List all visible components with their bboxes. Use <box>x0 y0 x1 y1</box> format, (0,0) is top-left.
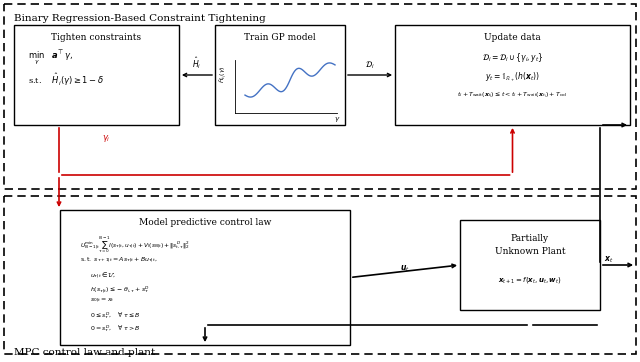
Text: $u_{\tau|t} \in \mathcal{U},$: $u_{\tau|t} \in \mathcal{U},$ <box>90 271 116 281</box>
Polygon shape <box>395 25 630 125</box>
Text: $h(s_{\tau|t}) \leq -\theta_{i,\tau} + s_\tau^D$: $h(s_{\tau|t}) \leq -\theta_{i,\tau} + s… <box>90 284 150 294</box>
Text: $\mathrm{s.t.}\; s_{\tau+1|t} = As_{\tau|t} + Bu_{\tau|t},$: $\mathrm{s.t.}\; s_{\tau+1|t} = As_{\tau… <box>80 256 157 265</box>
Text: $\mathcal{D}_i = \mathcal{D}_i \cup \{\gamma_i, y_t\}$: $\mathcal{D}_i = \mathcal{D}_i \cup \{\g… <box>482 51 543 64</box>
Text: MPC control law and plant: MPC control law and plant <box>14 348 156 357</box>
Text: $\boldsymbol{u}_t$: $\boldsymbol{u}_t$ <box>400 263 410 274</box>
Text: $U_{N-1|t}^{\min}\sum_{\tau=0}^{N-1}l(s_{\tau|t},u_{\tau|t})+V_l(s_{N|t})+\|s_{t: $U_{N-1|t}^{\min}\sum_{\tau=0}^{N-1}l(s_… <box>80 236 189 256</box>
Text: $\gamma_i$: $\gamma_i$ <box>102 133 110 144</box>
Polygon shape <box>60 210 350 345</box>
Text: $s_{0|t} = x_t$: $s_{0|t} = x_t$ <box>90 297 115 304</box>
Polygon shape <box>14 25 179 125</box>
Text: Binary Regression-Based Constraint Tightening: Binary Regression-Based Constraint Tight… <box>14 14 266 23</box>
Text: $t_i + T_{\mathrm{wait}}(\boldsymbol{x}_{t_i}) \leq t < t_i + T_{\mathrm{wait}}(: $t_i + T_{\mathrm{wait}}(\boldsymbol{x}_… <box>458 90 568 100</box>
Text: $\gamma$: $\gamma$ <box>333 115 340 124</box>
Text: Partially
Unknown Plant: Partially Unknown Plant <box>495 234 565 256</box>
Text: Tighten constraints: Tighten constraints <box>51 33 141 42</box>
Text: Train GP model: Train GP model <box>244 33 316 42</box>
Text: $\min_{\gamma} \quad \boldsymbol{a}^{\top}\gamma,$: $\min_{\gamma} \quad \boldsymbol{a}^{\to… <box>28 49 73 67</box>
Text: Update data: Update data <box>484 33 541 42</box>
Text: $\boldsymbol{x}_{t+1} = f(\boldsymbol{x}_t, \boldsymbol{u}_t, \boldsymbol{w}_t)$: $\boldsymbol{x}_{t+1} = f(\boldsymbol{x}… <box>498 275 562 285</box>
Text: s.t. $\quad\hat{H}_i(\gamma) \geq 1 - \delta$: s.t. $\quad\hat{H}_i(\gamma) \geq 1 - \d… <box>28 71 104 88</box>
Text: $\hat{H}_i$: $\hat{H}_i$ <box>193 55 202 71</box>
Text: $0 \leq s_\tau^D, \quad \forall\, \tau \leq B$: $0 \leq s_\tau^D, \quad \forall\, \tau \… <box>90 310 141 321</box>
Text: $y_t = \mathbb{1}_{\mathbb{R}_+}\left(h(\boldsymbol{x}_t)\right)$: $y_t = \mathbb{1}_{\mathbb{R}_+}\left(h(… <box>485 70 540 84</box>
Text: $0 = s_\tau^D, \quad \forall\, \tau > B$: $0 = s_\tau^D, \quad \forall\, \tau > B$ <box>90 323 141 334</box>
Text: Model predictive control law: Model predictive control law <box>139 218 271 227</box>
Polygon shape <box>215 25 345 125</box>
Text: $\mathcal{D}_i$: $\mathcal{D}_i$ <box>365 59 375 71</box>
Text: $\hat{H}_{t_i}(\gamma)$: $\hat{H}_{t_i}(\gamma)$ <box>218 65 229 83</box>
Polygon shape <box>460 220 600 310</box>
Text: $\boldsymbol{x}_t$: $\boldsymbol{x}_t$ <box>604 255 614 265</box>
